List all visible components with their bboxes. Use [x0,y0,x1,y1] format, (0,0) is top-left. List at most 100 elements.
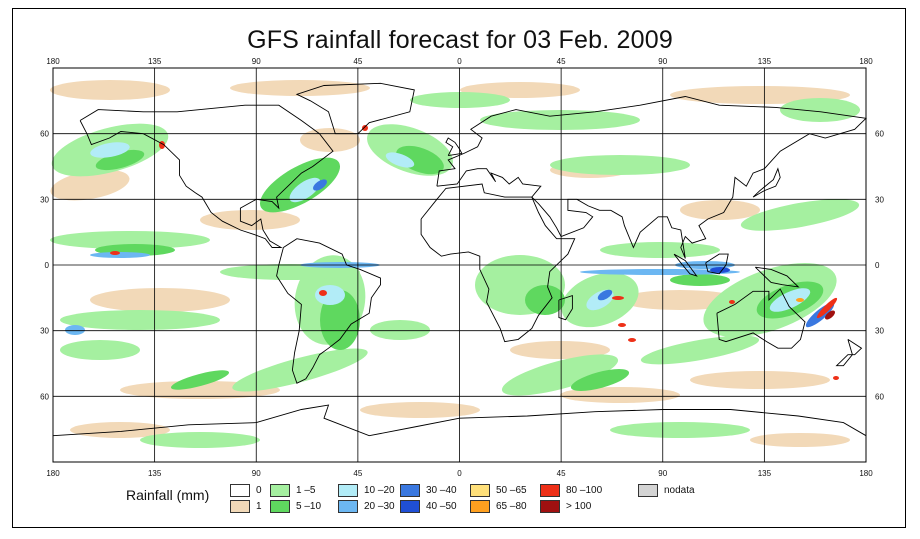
rain-area [50,231,210,249]
lon-label-bottom: 45 [557,469,566,478]
madagascar-outline [558,294,573,321]
rain-area [90,288,230,312]
rain-area [612,296,624,300]
lon-label-top: 180 [859,57,873,66]
legend-swatch [338,500,358,513]
rain-area [680,200,760,220]
rain-area [319,290,327,296]
lat-label-left: 60 [40,130,49,139]
rain-area [220,264,360,280]
legend-label: 80 –100 [566,485,603,496]
rain-area [570,369,630,391]
uk-outline [445,137,463,157]
rain-area [740,199,860,231]
rain-area [833,376,839,380]
lon-label-top: 90 [658,57,667,66]
lon-label-bottom: 0 [457,469,462,478]
legend-label: nodata [664,485,695,496]
legend-label: 0 [256,485,262,496]
sumatra-outline [673,253,698,277]
legend-label: 1 –5 [296,485,316,496]
rain-area [230,80,370,96]
rain-area [200,210,300,230]
legend-label: 30 –40 [426,485,457,496]
lon-label-top: 45 [557,57,566,66]
antarctica-outline [52,404,867,437]
lat-label-right: 60 [875,130,884,139]
lon-label-bottom: 90 [658,469,667,478]
lon-label-bottom: 45 [353,469,362,478]
lon-label-top: 180 [46,57,60,66]
legend-label: 10 –20 [364,485,395,496]
rain-area [560,387,680,403]
rain-area [370,320,430,340]
rain-area [90,142,130,158]
rain-area [640,335,760,365]
japan-outline [752,167,781,198]
lon-label-top: 0 [457,57,462,66]
rain-area [550,155,690,175]
lon-label-top: 90 [252,57,261,66]
lon-label-bottom: 180 [46,469,60,478]
map-title: GFS rainfall forecast for 03 Feb. 2009 [247,26,673,54]
rain-area [710,267,730,273]
legend-swatch [270,484,290,497]
rain-area [60,310,220,330]
lon-label-top: 45 [353,57,362,66]
new-zealand-outline [835,339,863,367]
rain-area [50,80,170,100]
rain-area [65,325,85,335]
legend-swatch [470,484,490,497]
legend-label: 50 –65 [496,485,527,496]
rain-area [170,370,230,390]
rain-area [70,422,170,438]
greenland-outline [295,82,415,135]
legend-label: 1 [256,501,262,512]
rain-area [750,433,850,447]
rain-area [289,177,321,203]
lat-label-right: 30 [875,195,884,204]
lat-label-right: 60 [875,392,884,401]
legend-swatch [338,484,358,497]
lat-label-left: 60 [40,392,49,401]
rain-area [313,179,327,191]
rain-area [510,341,610,359]
legend-swatch [540,500,560,513]
lat-label-left: 30 [40,195,49,204]
rain-area [628,338,636,342]
north-america-outline [79,104,334,248]
rain-area [232,348,368,392]
rain-area [580,269,740,275]
rain-area [362,125,368,131]
rain-area [300,128,360,152]
legend-swatch [400,500,420,513]
rain-area [780,98,860,122]
lon-label-top: 135 [148,57,162,66]
legend-label: > 100 [566,501,592,512]
rain-area [50,169,130,201]
rainfall-field [50,80,860,448]
rain-area [610,422,750,438]
lat-label-left: 30 [40,327,49,336]
rain-area [360,402,480,418]
rain-area [729,300,735,304]
legend-swatch [230,484,250,497]
lat-label-left: 0 [45,261,50,270]
legend-label: 65 –80 [496,501,527,512]
africa-outline [420,183,576,343]
eurasia-outline [436,96,867,259]
rain-area [480,110,640,130]
lat-label-right: 30 [875,327,884,336]
rain-area [525,285,565,315]
rain-area [825,310,835,320]
lon-label-bottom: 135 [148,469,162,478]
lon-label-bottom: 135 [758,469,772,478]
legend-swatch [540,484,560,497]
rain-area [315,285,345,305]
rain-area [385,152,415,168]
legend-label: 5 –10 [296,501,322,512]
rain-area [140,432,260,448]
new-guinea-outline [754,266,800,288]
rain-area [618,323,626,327]
